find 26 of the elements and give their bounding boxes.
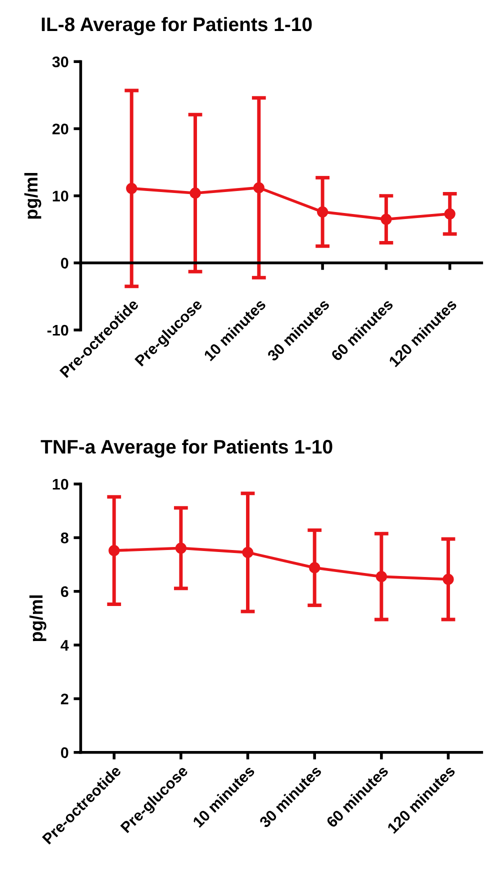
y-tick-label: 0	[60, 747, 68, 758]
point	[108, 545, 120, 556]
y-tick-label: 4	[60, 640, 69, 651]
chart-title: TNF-a Average for Patients 1-10	[40, 439, 332, 458]
y-tick-label: 8	[60, 532, 68, 544]
y-tick-label: 2	[60, 694, 68, 704]
y-tick-label: 10	[52, 190, 68, 202]
point	[316, 206, 328, 218]
point	[190, 188, 201, 199]
point	[380, 214, 392, 225]
y-tick-label: 10	[52, 478, 68, 490]
y-axis-title: pg/ml	[29, 595, 46, 642]
point	[376, 571, 387, 582]
point	[309, 562, 320, 574]
point	[242, 546, 254, 558]
y-axis-title: pg/ml	[24, 173, 42, 219]
point	[442, 574, 454, 585]
y-tick-label: 6	[60, 586, 68, 598]
y-tick-label: 0	[60, 258, 68, 269]
point	[126, 182, 138, 194]
point	[253, 182, 264, 194]
point	[175, 542, 186, 554]
point	[444, 208, 456, 220]
chart-title: IL-8 Average for Patients 1-10	[42, 16, 312, 36]
y-tick-label: 20	[52, 124, 68, 134]
y-tick-label: 30	[52, 56, 68, 68]
